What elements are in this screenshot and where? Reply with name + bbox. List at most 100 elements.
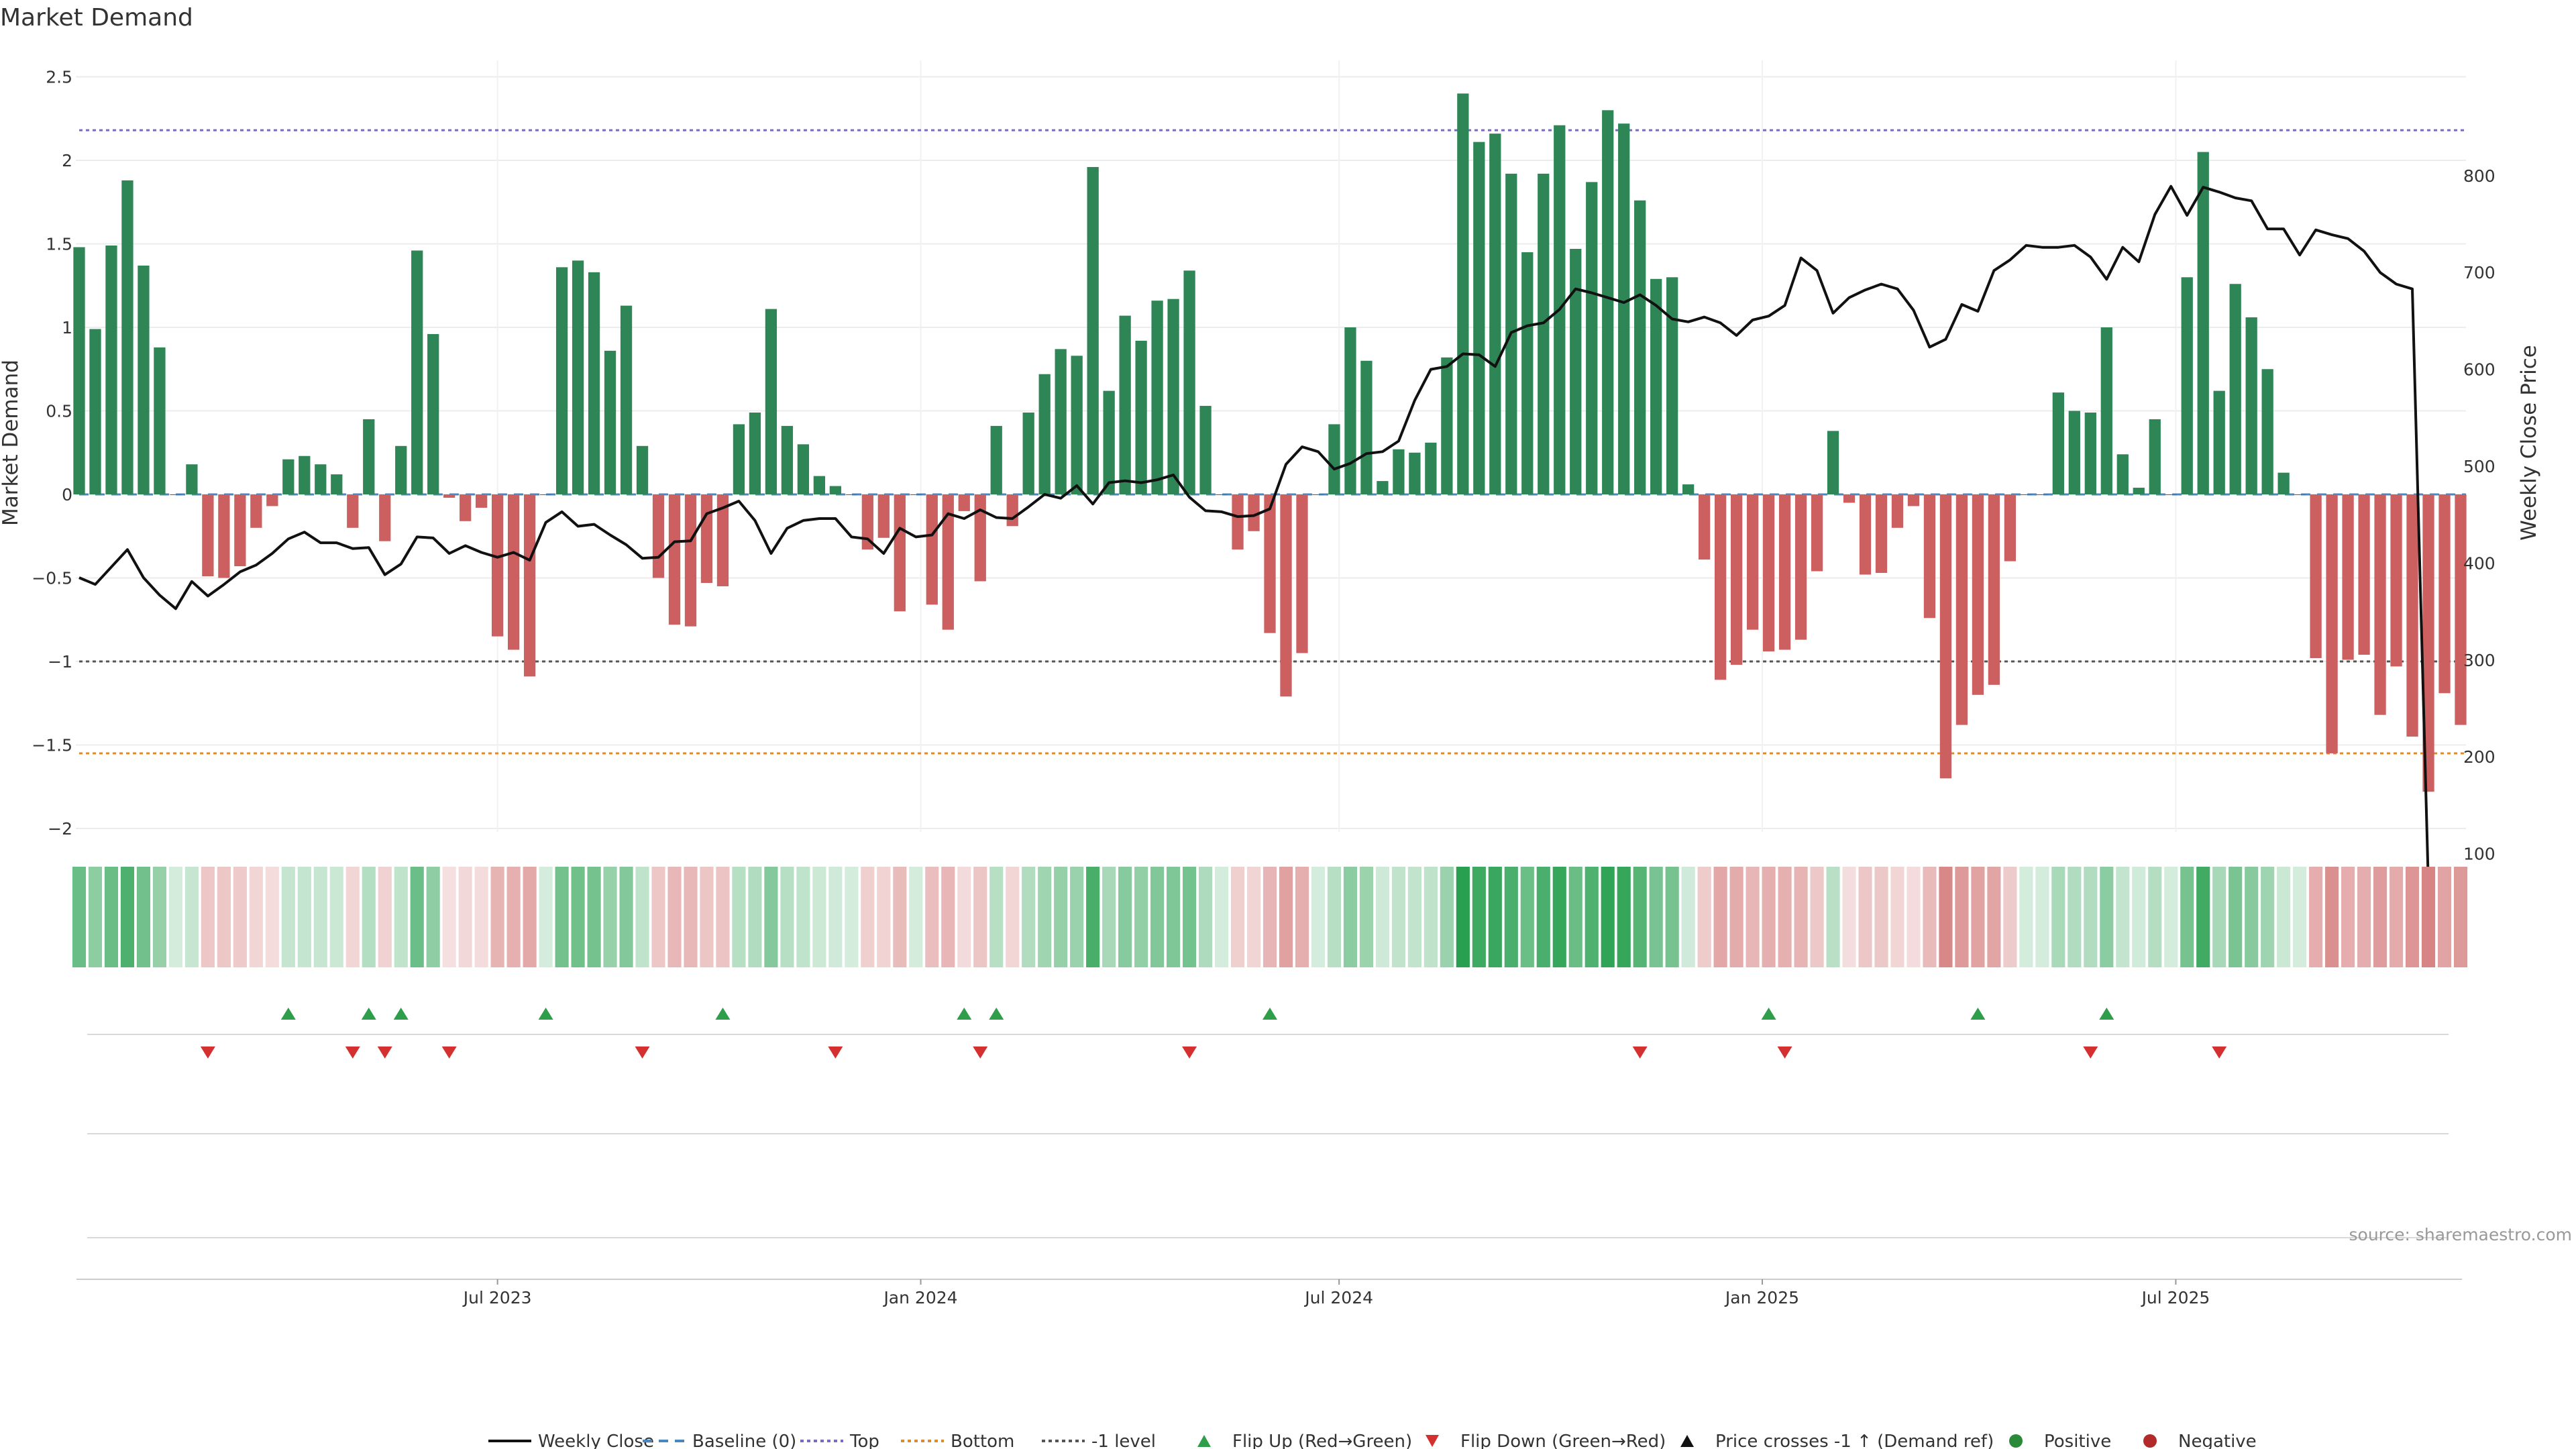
heat-cell [201, 867, 215, 967]
demand-bar [1264, 494, 1276, 633]
y-tick-label: 0 [62, 485, 72, 504]
legend-label: Flip Up (Red→Green) [1232, 1432, 1412, 1449]
demand-bar [1923, 494, 1936, 619]
demand-bar [2116, 454, 2129, 494]
heat-cell [1713, 867, 1727, 967]
demand-bar [427, 333, 439, 494]
y-tick-label: 0.5 [46, 402, 72, 421]
weekly-close-series [78, 184, 2430, 887]
demand-bar [539, 494, 552, 495]
heat-cell [1778, 867, 1792, 967]
heat-cell [2357, 867, 2371, 967]
heat-cell [2389, 867, 2404, 967]
heat-cell [152, 867, 167, 967]
demand-bar [1939, 494, 1952, 779]
heat-cell [2405, 867, 2420, 967]
heat-cell [1343, 867, 1358, 967]
demand-bar [572, 260, 584, 494]
y2-tick-label: 300 [2463, 651, 2496, 670]
flip-up-marker [361, 1008, 376, 1020]
heat-cell [1086, 867, 1100, 967]
demand-bar [700, 494, 713, 583]
heat-cell [2421, 867, 2436, 967]
legend-item-minus_one: -1 level [1042, 1432, 1156, 1449]
demand-bar [347, 494, 359, 528]
legend-item-negative: Negative [2143, 1432, 2257, 1449]
demand-bar [1570, 248, 1582, 494]
demand-bar [138, 265, 150, 494]
legend-item-price_cross: Price crosses -1 ↑ (Demand ref) [1680, 1432, 1994, 1449]
legend-label: -1 level [1091, 1432, 1156, 1449]
legend-marker [1680, 1435, 1694, 1447]
y2-tick-label: 400 [2463, 553, 2496, 573]
heat-cell [1585, 867, 1599, 967]
heat-cell [539, 867, 553, 967]
heat-cell [796, 867, 810, 967]
heat-cell [1617, 867, 1631, 967]
demand-bar [1360, 360, 1373, 494]
demand-bar [2438, 494, 2451, 694]
demand-bar [1119, 315, 1131, 494]
demand-bar [1794, 494, 1807, 640]
x-axis: Jul 2023 Jan 2024 Jul 2024 Jan 2025 Jul 2025 [76, 1279, 2462, 1307]
heat-cell [957, 867, 971, 967]
heat-cell [1504, 867, 1518, 967]
heat-cell [1874, 867, 1888, 967]
demand-bar [1344, 327, 1356, 494]
heat-cell [2100, 867, 2114, 967]
heat-cell [72, 867, 87, 967]
heat-cell [1568, 867, 1582, 967]
demand-bar [460, 494, 472, 521]
heat-cell [2116, 867, 2130, 967]
heat-cell [893, 867, 907, 967]
demand-bar [1071, 356, 1083, 494]
heat-cell [700, 867, 714, 967]
heat-cell [1890, 867, 1904, 967]
demand-bar [1891, 494, 1904, 528]
heat-cell [1006, 867, 1020, 967]
demand-bar [395, 445, 407, 494]
legend-label: Flip Down (Green→Red) [1460, 1432, 1666, 1449]
heat-cell [458, 867, 472, 967]
demand-bar [315, 464, 327, 494]
demand-bar [121, 180, 133, 494]
demand-bar [476, 494, 488, 508]
heat-cell [1907, 867, 1921, 967]
demand-bar [781, 425, 794, 494]
demand-bar [1441, 357, 1453, 494]
heat-cell [410, 867, 424, 967]
flip-down-marker [200, 1046, 215, 1059]
heat-cell [1375, 867, 1389, 967]
heat-cell [1939, 867, 1953, 967]
heat-cell [506, 867, 521, 967]
demand-bar [202, 494, 214, 577]
demand-bar [958, 494, 970, 511]
heat-cell [1858, 867, 1872, 967]
demand-bar [1312, 494, 1324, 495]
heat-cell [474, 867, 488, 967]
heat-cell [2164, 867, 2178, 967]
chart-title: Market Demand [0, 4, 193, 32]
y-tick-label: −2 [48, 819, 72, 839]
heat-cell [619, 867, 633, 967]
demand-bar [1521, 252, 1534, 494]
heat-cell [523, 867, 537, 967]
heat-cell [2132, 867, 2146, 967]
heat-cell [716, 867, 730, 967]
heat-cell [2293, 867, 2307, 967]
heat-cell [603, 867, 617, 967]
heat-cell [2309, 867, 2323, 967]
demand-bar [2406, 494, 2418, 737]
y-tick-label: 2.5 [46, 68, 72, 87]
demand-bar [1183, 270, 1195, 494]
heat-cell [1440, 867, 1454, 967]
demand-bar [363, 419, 375, 494]
x-tick-label: Jul 2025 [2141, 1288, 2210, 1307]
heat-cell [2035, 867, 2049, 967]
heat-cell [120, 867, 135, 967]
heat-cell [1633, 867, 1647, 967]
heat-cell [2325, 867, 2339, 967]
heat-cell [1182, 867, 1197, 967]
heat-cell [426, 867, 440, 967]
flip-up-marker [715, 1008, 731, 1020]
